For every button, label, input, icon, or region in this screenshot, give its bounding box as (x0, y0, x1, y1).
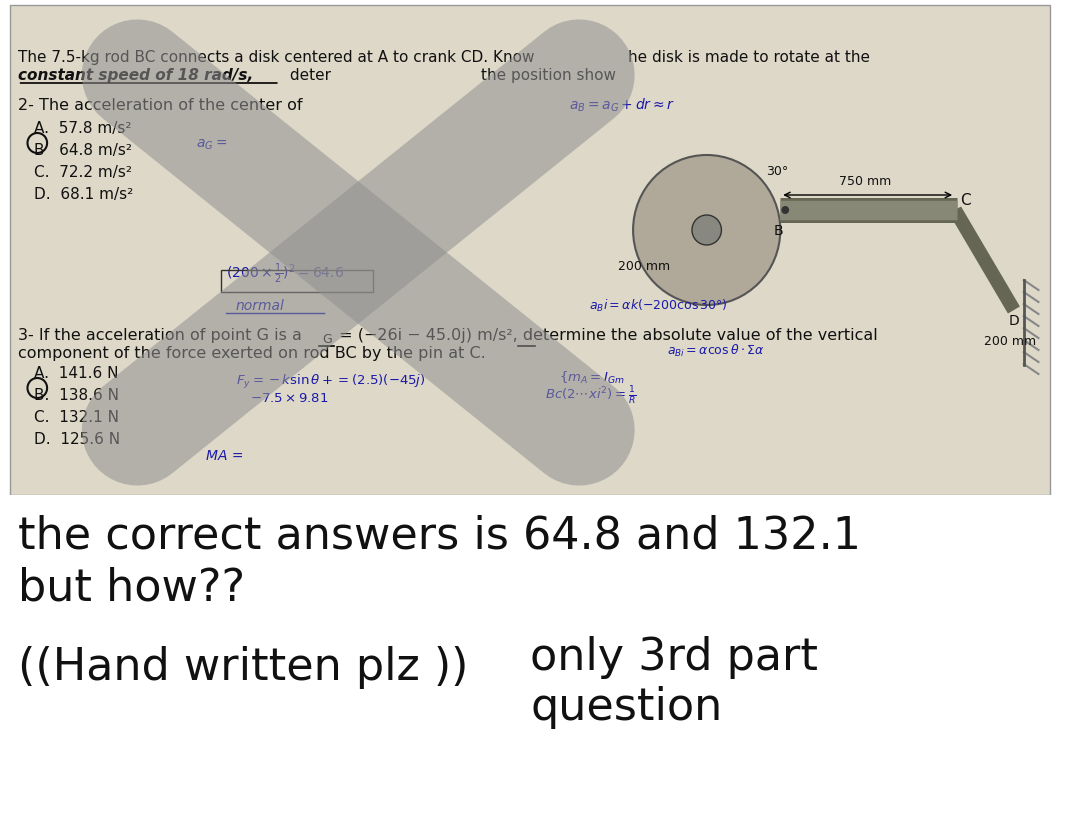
Circle shape (692, 215, 721, 245)
Text: MA =: MA = (206, 449, 244, 463)
Text: $F_y = -k\sin\theta + = (2.5)(-45j)$: $F_y = -k\sin\theta + = (2.5)(-45j)$ (235, 373, 426, 391)
Text: the position show: the position show (481, 68, 616, 83)
Text: the correct answers is 64.8 and 132.1: the correct answers is 64.8 and 132.1 (17, 514, 861, 557)
Text: $a_B i = \alpha k(-200\cos 30°)$: $a_B i = \alpha k(-200\cos 30°)$ (589, 298, 728, 314)
Text: only 3rd part: only 3rd part (530, 636, 818, 679)
Text: B: B (773, 224, 783, 238)
Text: G: G (322, 333, 332, 346)
Text: deter: deter (285, 68, 330, 83)
Bar (220, 270, 373, 292)
Text: 30°: 30° (766, 165, 787, 178)
Text: component of the force exerted on rod BC by the pin at C.: component of the force exerted on rod BC… (17, 346, 485, 361)
Text: D.  68.1 m/s²: D. 68.1 m/s² (35, 187, 134, 202)
Text: C.  132.1 N: C. 132.1 N (35, 410, 120, 425)
Text: A.  141.6 N: A. 141.6 N (35, 366, 119, 381)
Text: $a_{Bi} = \alpha \cos\theta \cdot \Sigma\alpha$: $a_{Bi} = \alpha \cos\theta \cdot \Sigma… (667, 343, 765, 360)
Text: C.  72.2 m/s²: C. 72.2 m/s² (35, 165, 133, 180)
Text: B.  138.6 N: B. 138.6 N (35, 388, 120, 403)
Bar (10, 5, 1050, 495)
Text: ((Hand written plz )): ((Hand written plz )) (17, 646, 468, 689)
Text: $(200 \times \frac{1}{2})^2 = 64.6$: $(200 \times \frac{1}{2})^2 = 64.6$ (226, 261, 343, 286)
Text: D.  125.6 N: D. 125.6 N (35, 432, 121, 447)
Circle shape (633, 155, 781, 305)
Text: $\{m_A = I_{Gm}$: $\{m_A = I_{Gm}$ (559, 370, 625, 386)
Circle shape (781, 206, 789, 214)
Text: $Bc(2\cdots xi^2) = \frac{1}{R}$: $Bc(2\cdots xi^2) = \frac{1}{R}$ (544, 386, 636, 407)
Text: D: D (1009, 314, 1020, 328)
Text: $a_G =$: $a_G =$ (197, 138, 228, 152)
Text: he disk is made to rotate at the: he disk is made to rotate at the (629, 50, 870, 65)
Text: but how??: but how?? (17, 566, 245, 609)
Text: A.  57.8 m/s²: A. 57.8 m/s² (35, 121, 132, 136)
Text: 2- The acceleration of the center of: 2- The acceleration of the center of (17, 98, 302, 113)
Bar (0, 495, 1061, 840)
Text: C: C (960, 193, 971, 208)
Text: $-7.5 \times 9.81$: $-7.5 \times 9.81$ (251, 392, 328, 405)
Text: 750 mm: 750 mm (839, 175, 891, 188)
Text: constant speed of 18 rad/s,: constant speed of 18 rad/s, (17, 68, 253, 83)
Text: 200 mm: 200 mm (985, 335, 1037, 348)
Text: The 7.5-kg rod BC connects a disk centered at A to crank CD. Know: The 7.5-kg rod BC connects a disk center… (17, 50, 535, 65)
Text: B   64.8 m/s²: B 64.8 m/s² (35, 143, 133, 158)
Text: $a_B = a_G + dr \approx r$: $a_B = a_G + dr \approx r$ (569, 97, 675, 114)
Text: question: question (530, 686, 723, 729)
Text: 3- If the acceleration of point G is a: 3- If the acceleration of point G is a (17, 328, 301, 343)
Text: 200 mm: 200 mm (619, 260, 671, 273)
Text: normal: normal (235, 299, 284, 313)
Text: = (−26i − 45.0j) m/s², determine the absolute value of the vertical: = (−26i − 45.0j) m/s², determine the abs… (334, 328, 877, 343)
